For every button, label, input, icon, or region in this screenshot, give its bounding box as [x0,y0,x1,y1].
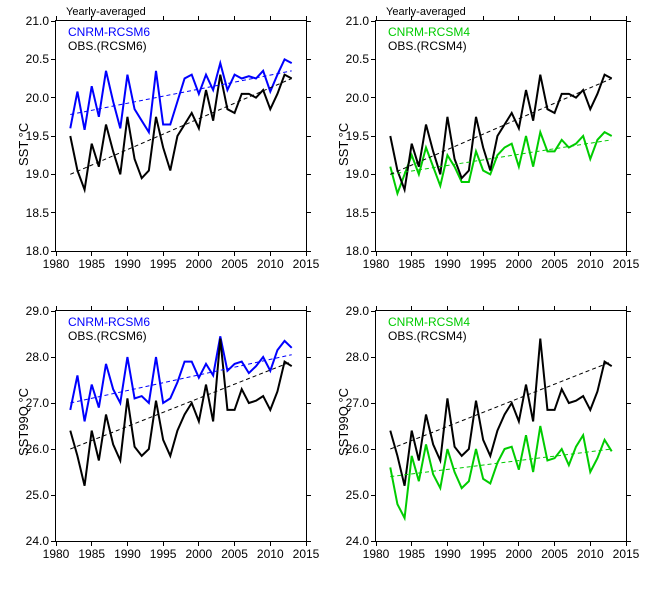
ytick-label: 25.0 [16,488,49,502]
xtick-label: 2005 [221,547,248,561]
plot-svg [56,311,306,541]
xtick-label: 1995 [150,547,177,561]
panel-bl: 24.025.026.027.028.029.01980198519901995… [55,310,307,542]
xtick-label: 1995 [150,257,177,271]
plot-svg [376,21,626,251]
series-line [70,339,291,486]
xtick-label: 1985 [78,257,105,271]
ytick-label: 28.0 [336,350,369,364]
plot-svg [376,311,626,541]
ylabel: SST °C [16,123,31,166]
xtick-label: 2010 [257,547,284,561]
trend-line [390,79,611,175]
ylabel: SST99Q °C [16,388,31,456]
xtick-label: 1980 [43,257,70,271]
ytick-label: 20.5 [16,52,49,66]
xtick-label: 2015 [613,257,640,271]
xtick-label: 1985 [398,257,425,271]
ytick-label: 29.0 [336,304,369,318]
panel-title: Yearly-averaged [386,6,466,18]
ytick-label: 18.5 [336,206,369,220]
xtick-label: 1995 [470,257,497,271]
xtick-label: 2010 [577,257,604,271]
ytick-label: 21.0 [16,14,49,28]
ytick-label: 20.0 [336,91,369,105]
ytick-label: 19.0 [336,167,369,181]
xtick-label: 2005 [541,257,568,271]
panel-br: 24.025.026.027.028.029.01980198519901995… [375,310,627,542]
xtick-label: 2010 [257,257,284,271]
xtick-label: 2005 [221,257,248,271]
xtick-label: 2015 [293,547,320,561]
ytick-label: 24.0 [16,534,49,548]
xtick-label: 2015 [293,257,320,271]
panel-tr: Yearly-averaged18.018.519.019.520.020.52… [375,20,627,252]
xtick-label: 2000 [185,547,212,561]
ytick-label: 18.0 [16,244,49,258]
ytick-label: 20.0 [16,91,49,105]
xtick-label: 2015 [613,547,640,561]
figure: Yearly-averaged18.018.519.019.520.020.52… [0,0,645,594]
xtick-label: 1985 [78,547,105,561]
panel-tl: Yearly-averaged18.018.519.019.520.020.52… [55,20,307,252]
xtick-label: 1980 [43,547,70,561]
xtick-label: 1980 [363,547,390,561]
ytick-label: 29.0 [16,304,49,318]
ytick-label: 19.0 [16,167,49,181]
xtick-label: 2000 [505,547,532,561]
series-line [390,339,611,486]
xtick-label: 2005 [541,547,568,561]
ytick-label: 25.0 [336,488,369,502]
ytick-label: 18.0 [336,244,369,258]
series-line [390,426,611,518]
xtick-label: 1980 [363,257,390,271]
xtick-label: 1985 [398,547,425,561]
trend-line [390,362,611,449]
xtick-label: 1990 [114,257,141,271]
ytick-label: 28.0 [16,350,49,364]
ytick-label: 20.5 [336,52,369,66]
ytick-label: 24.0 [336,534,369,548]
xtick-label: 2010 [577,547,604,561]
xtick-label: 1990 [434,547,461,561]
ytick-label: 18.5 [16,206,49,220]
ytick-label: 21.0 [336,14,369,28]
xtick-label: 1990 [114,547,141,561]
ylabel: SST °C [336,123,351,166]
ylabel: SST99Q °C [336,388,351,456]
xtick-label: 2000 [505,257,532,271]
plot-svg [56,21,306,251]
xtick-label: 1990 [434,257,461,271]
series-line [390,75,611,190]
xtick-label: 2000 [185,257,212,271]
xtick-label: 1995 [470,547,497,561]
panel-title: Yearly-averaged [66,6,146,18]
